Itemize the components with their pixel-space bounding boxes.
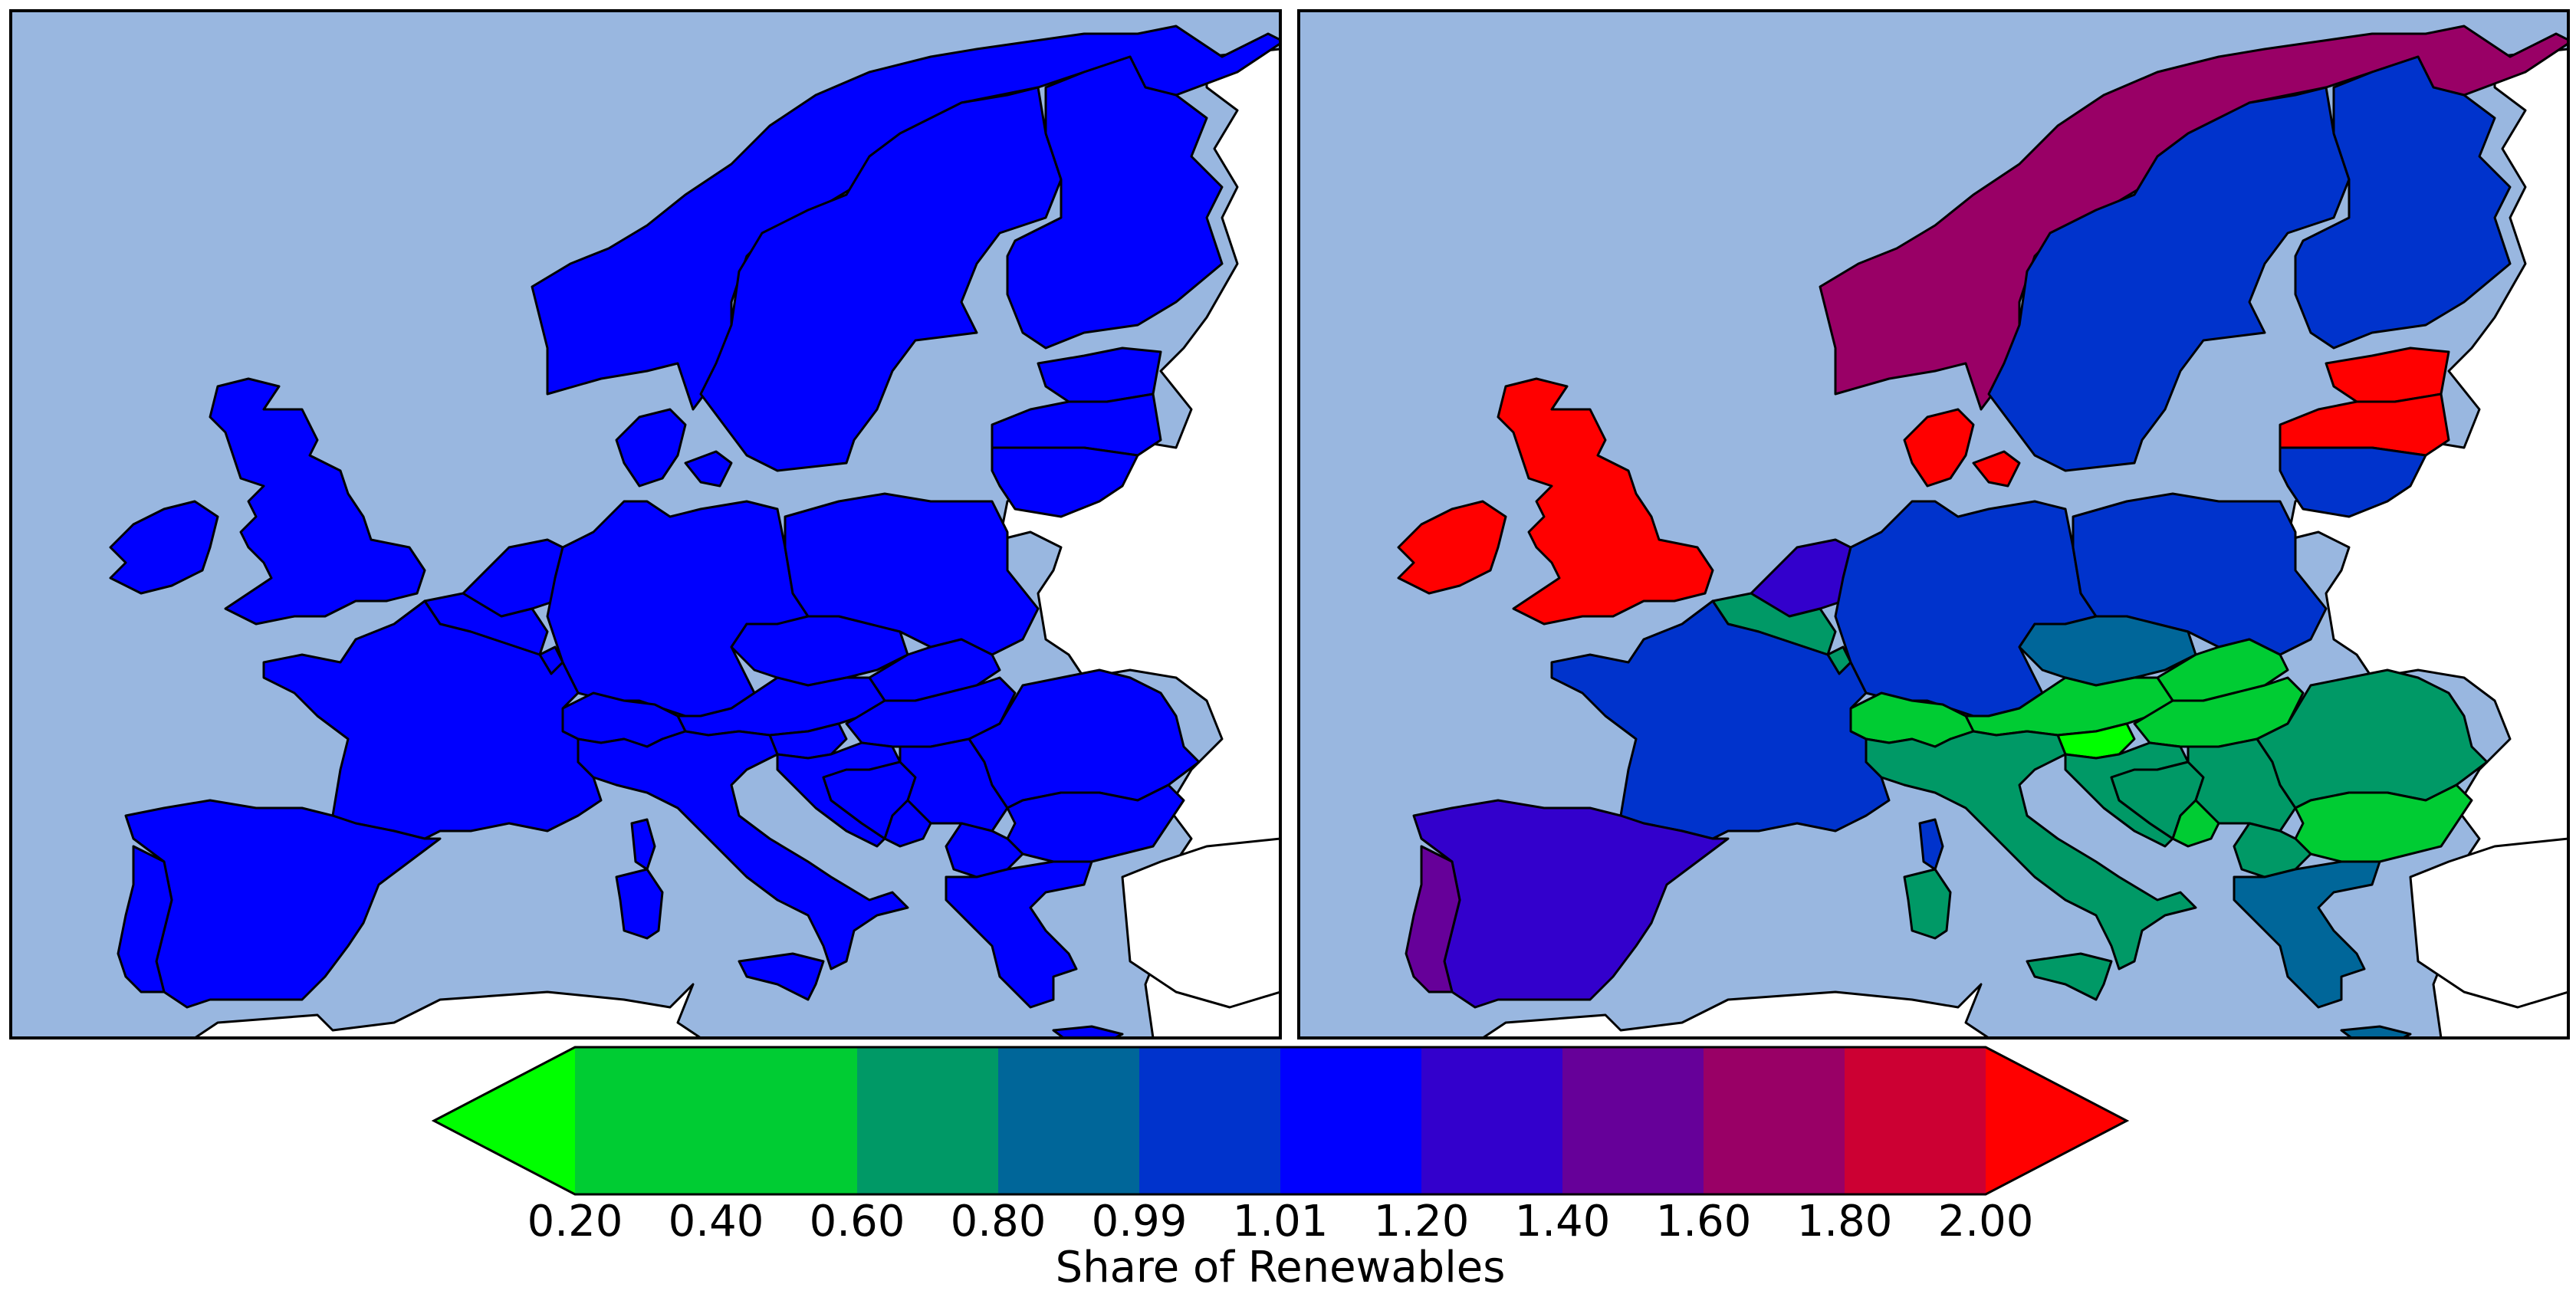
region-zealand [1972,450,2021,488]
region-montenegro [2171,799,2220,848]
colorbar-tick-label: 0.80 [951,1197,1046,1246]
map-frame [9,9,1282,1039]
colorbar-ticks: 0.20 0.40 0.60 0.80 0.99 1.01 1.20 1.40 1.60 1.80… [527,1197,2034,1246]
region-portugal [1405,845,1461,993]
colorbar-tick-label: 1.01 [1233,1197,1329,1246]
colorbar-tick-label: 0.40 [669,1197,764,1246]
region-sicily [2026,952,2113,1001]
region-group [1397,25,2568,1038]
colorbar-tick-label: 1.20 [1374,1197,1470,1246]
region-ireland [109,500,219,595]
region-sardinia [1903,868,1952,940]
colorbar-bin [1562,1047,1704,1194]
region-finland [1006,55,1224,350]
region-lithuania [2279,446,2427,518]
region-montenegro [883,799,932,848]
region-greece [945,860,1093,1009]
land-anatolia [1121,837,1280,1009]
colorbar-extend-max [1986,1047,2127,1194]
colorbar-bin [1845,1047,1986,1194]
land-south [193,983,702,1038]
region-denmark [1903,408,1975,488]
colorbar-bin [575,1047,717,1194]
colorbar-bin [1280,1047,1422,1194]
region-ireland [1397,500,1507,595]
region-crete [1052,1025,1124,1038]
region-sicily [738,952,825,1001]
region-portugal [117,845,173,993]
colorbar-tick-label: 0.60 [810,1197,905,1246]
colorbar-tick-label: 0.99 [1092,1197,1188,1246]
region-great-britain [1497,377,1714,626]
colorbar-bin [998,1047,1140,1194]
region-italy [577,730,909,970]
region-sweden [1987,86,2351,472]
colorbar: 0.20 0.40 0.60 0.80 0.99 1.01 1.20 1.40 1.60 1.80… [431,1046,2130,1292]
colorbar-bin [1139,1047,1281,1194]
region-sardinia [615,868,664,940]
region-great-britain [209,377,426,626]
colorbar-tick-label: 1.40 [1515,1197,1611,1246]
region-finland [2294,55,2512,350]
colorbar-segments [431,1046,2130,1196]
map-panel-left [9,9,1282,1039]
region-crete [2340,1025,2412,1038]
region-corsica [630,818,656,871]
region-italy [1865,730,2197,970]
region-sweden [699,86,1063,472]
colorbar-bin [857,1047,999,1194]
region-corsica [1918,818,1944,871]
colorbar-outline [431,1046,2130,1196]
colorbar-extend-min [434,1047,575,1194]
region-zealand [684,450,733,488]
colorbar-bin [1421,1047,1563,1194]
colorbar-bin [716,1047,858,1194]
colorbar-tick-label: 2.00 [1938,1197,2034,1246]
land-south [1481,983,1990,1038]
region-group [109,25,1280,1038]
region-lithuania [991,446,1139,518]
map-panel-right [1297,9,2570,1039]
region-denmark [615,408,687,488]
region-greece [2233,860,2381,1009]
land-anatolia [2409,837,2568,1009]
map-frame [1297,9,2570,1039]
colorbar-tick-label: 1.80 [1797,1197,1893,1246]
colorbar-bin [1704,1047,1845,1194]
colorbar-label: Share of Renewables [1056,1243,1506,1292]
colorbar-tick-label: 1.60 [1656,1197,1752,1246]
colorbar-tick-label: 0.20 [527,1197,623,1246]
